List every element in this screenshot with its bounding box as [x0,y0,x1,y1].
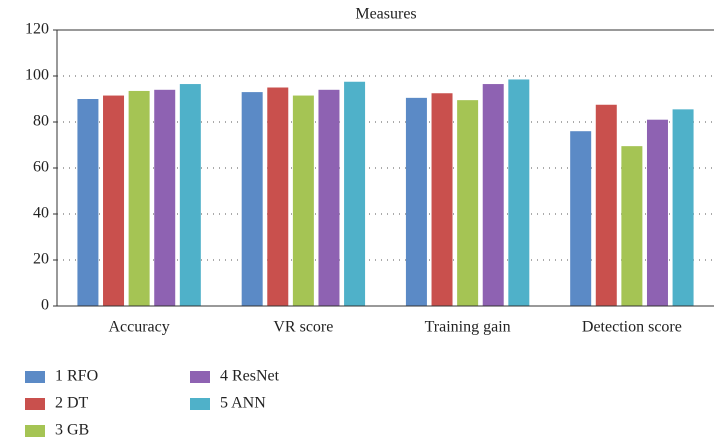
legend-swatch [190,398,210,410]
bar [570,131,592,306]
y-tick-label: 0 [41,297,49,314]
legend-swatch [25,425,45,437]
x-tick-label: Training gain [425,319,511,336]
bar [482,84,504,306]
legend-label: 2 DT [55,395,89,412]
y-tick-label: 120 [25,21,49,38]
legend-swatch [190,371,210,383]
legend-label: 5 ANN [220,395,266,412]
legend-label: 1 RFO [55,368,98,385]
bar [267,87,289,306]
axis-frame [56,30,714,307]
bar [241,92,263,306]
bar [128,90,150,306]
bar [318,89,340,306]
legend-swatch [25,371,45,383]
chart-title: Measures [355,6,416,23]
legend-label: 4 ResNet [220,368,280,385]
legend-swatch [25,398,45,410]
bar [595,104,617,306]
bar [154,89,176,306]
y-tick-label: 60 [33,159,49,176]
x-tick-label: VR score [273,319,333,336]
y-tick-label: 40 [33,205,49,222]
bar [405,97,427,306]
x-tick-label: Detection score [582,319,682,336]
bar [103,95,125,306]
legend-label: 3 GB [55,422,89,439]
bar [672,109,694,306]
bar [344,81,366,306]
x-tick-label: Accuracy [108,319,169,336]
bar [508,79,530,306]
bar [431,93,453,306]
bar [77,99,99,306]
bar [179,84,201,306]
bar [646,119,668,306]
bar [292,95,314,306]
y-tick-label: 80 [33,113,49,130]
bar [621,146,643,306]
y-tick-label: 100 [25,67,49,84]
bar [457,100,479,307]
y-tick-label: 20 [33,251,49,268]
